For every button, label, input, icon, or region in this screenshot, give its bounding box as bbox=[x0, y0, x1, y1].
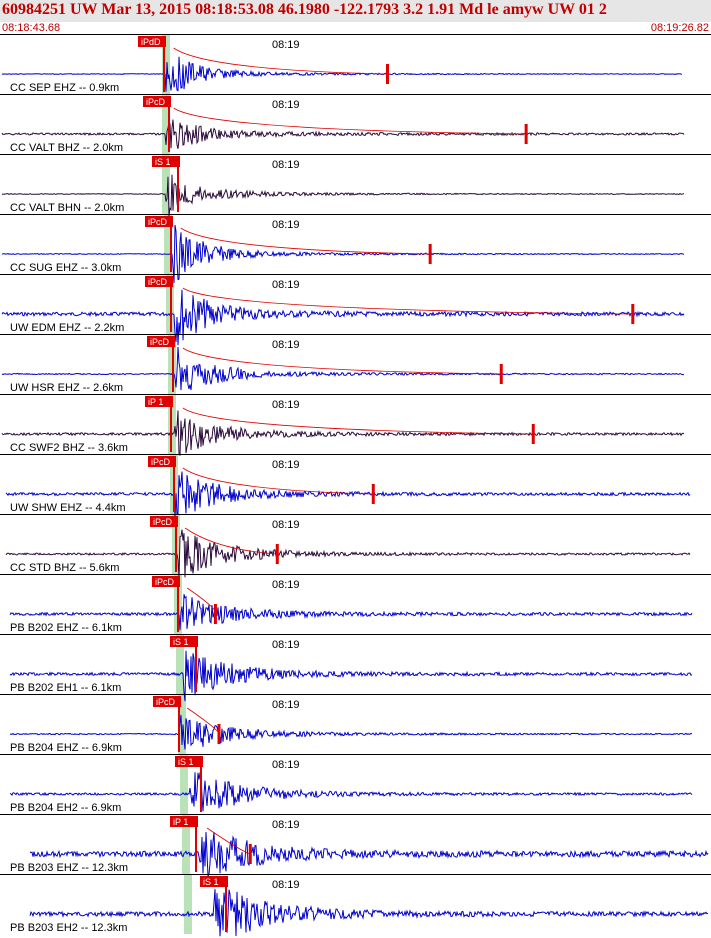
channel-label: CC SWF2 BHZ -- 3.6km bbox=[10, 442, 128, 454]
pick-label: iPcD bbox=[153, 517, 173, 527]
window-start-time: 08:18:43.68 bbox=[2, 22, 60, 34]
pick-label: iPcD bbox=[150, 337, 170, 347]
waveform bbox=[30, 832, 708, 876]
trace-panel: 08:19 iPcD UW HSR EHZ -- 2.6km bbox=[0, 335, 711, 395]
channel-label: PB B202 EHZ -- 6.1km bbox=[10, 622, 122, 634]
event-header: 60984251 UW Mar 13, 2015 08:18:53.08 46.… bbox=[0, 0, 711, 22]
coda-curve bbox=[183, 348, 501, 374]
waveform bbox=[30, 889, 708, 936]
time-label: 08:19 bbox=[272, 699, 300, 711]
time-label: 08:19 bbox=[272, 219, 300, 231]
pick-label: iPcD bbox=[151, 457, 171, 467]
time-label: 08:19 bbox=[272, 159, 300, 171]
trace-panel: 08:19 iPcD CC STD BHZ -- 5.6km bbox=[0, 515, 711, 578]
pick-label: iS 1 bbox=[155, 157, 171, 167]
channel-label: CC SEP EHZ -- 0.9km bbox=[10, 82, 119, 94]
channel-label: UW SHW EHZ -- 4.4km bbox=[10, 502, 126, 514]
channel-label: UW HSR EHZ -- 2.6km bbox=[10, 382, 123, 394]
time-label: 08:19 bbox=[272, 39, 300, 51]
channel-label: PB B203 EHZ -- 12.3km bbox=[10, 862, 128, 874]
trace-panel: 08:19 iPcD CC VALT BHZ -- 2.0km bbox=[0, 95, 711, 155]
pick-label: iPcD bbox=[155, 577, 175, 587]
coda-curve bbox=[181, 228, 430, 254]
window-end-time: 08:19:26.82 bbox=[651, 22, 709, 34]
trace-panel: 08:19 iS 1 PB B203 EH2 -- 12.3km bbox=[0, 875, 711, 937]
time-label: 08:19 bbox=[272, 819, 300, 831]
time-label: 08:19 bbox=[272, 279, 300, 291]
channel-label: PB B203 EH2 -- 12.3km bbox=[10, 922, 127, 934]
trace-panel: 08:19 iPcD CC SUG EHZ -- 3.0km bbox=[0, 215, 711, 284]
channel-label: CC VALT BHN -- 2.0km bbox=[10, 202, 124, 214]
pick-shade-band bbox=[184, 874, 192, 934]
pick-label: iPcD bbox=[148, 217, 168, 227]
channel-label: PB B202 EH1 -- 6.1km bbox=[10, 682, 121, 694]
trace-panel: 08:19 iPcD PB B202 EHZ -- 6.1km bbox=[0, 575, 711, 635]
channel-label: UW EDM EHZ -- 2.2km bbox=[10, 322, 124, 334]
channel-label: PB B204 EHZ -- 6.9km bbox=[10, 742, 122, 754]
trace-panel: 08:19 iPdD CC SEP EHZ -- 0.9km bbox=[0, 35, 711, 95]
time-label: 08:19 bbox=[272, 99, 300, 111]
channel-label: PB B204 EH2 -- 6.9km bbox=[10, 802, 121, 814]
pick-label: iS 1 bbox=[173, 637, 189, 647]
time-label: 08:19 bbox=[272, 759, 300, 771]
channel-label: CC STD BHZ -- 5.6km bbox=[10, 562, 119, 574]
time-label: 08:19 bbox=[272, 879, 300, 891]
trace-panel: 08:19 iPcD UW SHW EHZ -- 4.4km bbox=[0, 455, 711, 518]
time-label: 08:19 bbox=[272, 639, 300, 651]
seismogram-panel: 08:19 iPdD CC SEP EHZ -- 0.9km 08:19 iPcD CC … bbox=[0, 34, 711, 938]
time-label: 08:19 bbox=[272, 579, 300, 591]
pick-label: iS 1 bbox=[178, 757, 194, 767]
pick-label: iPcD bbox=[148, 277, 168, 287]
coda-curve bbox=[183, 288, 633, 314]
trace-panel: 08:19 iS 1 PB B204 EH2 -- 6.9km bbox=[0, 755, 711, 815]
channel-label: CC VALT BHZ -- 2.0km bbox=[10, 142, 123, 154]
pick-label: iPcD bbox=[156, 697, 176, 707]
waveform bbox=[2, 290, 684, 345]
time-label: 08:19 bbox=[272, 399, 300, 411]
time-label: 08:19 bbox=[272, 519, 300, 531]
channel-label: CC SUG EHZ -- 3.0km bbox=[10, 262, 121, 274]
event-title: 60984251 UW Mar 13, 2015 08:18:53.08 46.… bbox=[2, 1, 607, 19]
time-label: 08:19 bbox=[272, 339, 300, 351]
coda-curve bbox=[183, 468, 373, 494]
coda-curve bbox=[174, 108, 526, 134]
pick-label: iPdD bbox=[141, 37, 161, 47]
pick-label: iPcD bbox=[146, 97, 166, 107]
coda-curve bbox=[174, 48, 388, 74]
trace-panel: 08:19 iS 1 CC VALT BHN -- 2.0km bbox=[0, 155, 711, 217]
trace-panel: 08:19 iPcD PB B204 EHZ -- 6.9km bbox=[0, 695, 711, 755]
trace-panel: 08:19 iP 1 PB B203 EHZ -- 12.3km bbox=[0, 815, 711, 877]
trace-panel: 08:19 iS 1 PB B202 EH1 -- 6.1km bbox=[0, 635, 711, 702]
trace-panel: 08:19 iP 1 CC SWF2 BHZ -- 3.6km bbox=[0, 395, 711, 456]
time-label: 08:19 bbox=[272, 459, 300, 471]
pick-label: iS 1 bbox=[203, 877, 219, 887]
pick-label: iP 1 bbox=[173, 817, 188, 827]
coda-curve bbox=[187, 708, 219, 734]
pick-label: iP 1 bbox=[148, 397, 163, 407]
